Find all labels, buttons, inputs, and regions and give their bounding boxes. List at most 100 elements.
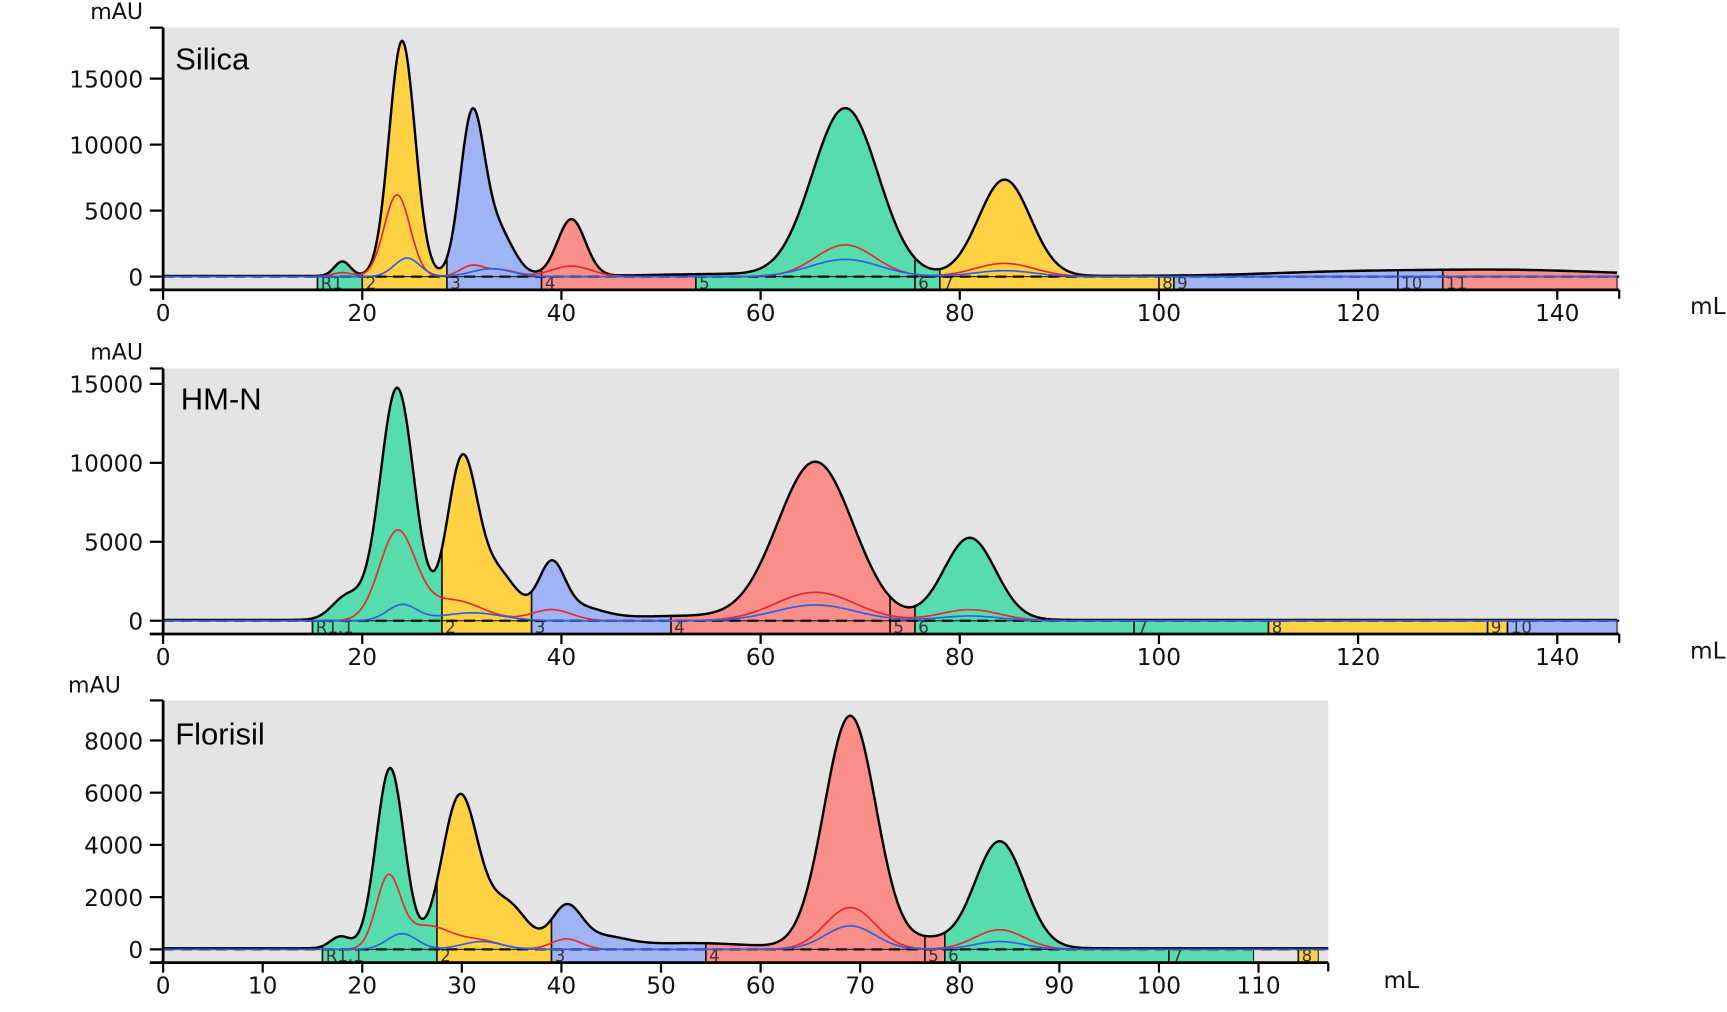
- fraction-label: 5: [893, 618, 904, 637]
- x-tick-label: 0: [156, 973, 171, 1000]
- fraction-bar: [531, 620, 672, 635]
- x-axis-label: mL: [1690, 637, 1726, 664]
- x-tick-label: 80: [945, 300, 975, 327]
- fraction-label: 2: [440, 947, 451, 966]
- fraction-bar: [1442, 276, 1618, 291]
- y-axis-label: mAU: [68, 673, 121, 699]
- x-tick-label: 40: [547, 300, 577, 327]
- fraction-label: 2: [366, 274, 377, 293]
- y-axis-label: mAU: [90, 340, 143, 366]
- fraction-bar: [944, 948, 1170, 964]
- fraction-bar: [550, 948, 707, 964]
- y-tick-label: 10000: [69, 451, 143, 478]
- fraction-bar: [446, 276, 543, 291]
- fraction-area: [322, 768, 437, 950]
- x-tick-label: 20: [347, 300, 377, 327]
- fraction-label: 4: [709, 947, 720, 966]
- x-tick-label: 100: [1137, 300, 1181, 327]
- fraction-area: [531, 560, 671, 621]
- fraction-area: [436, 793, 552, 950]
- y-tick-label: 15000: [69, 66, 143, 93]
- fraction-bar: [695, 276, 916, 291]
- fraction-bar: [1267, 620, 1489, 635]
- trace-main-absorbance: [163, 714, 1329, 950]
- x-tick-label: 140: [1535, 300, 1579, 327]
- panel-title: Florisil: [175, 717, 264, 752]
- fraction-bar: [670, 620, 891, 635]
- y-tick-label: 5000: [84, 198, 143, 225]
- fraction-label: 11: [1446, 274, 1467, 293]
- fraction-area: [551, 903, 706, 950]
- trace-blue-absorbance: [163, 257, 1618, 278]
- x-axis-label: mL: [1384, 967, 1420, 994]
- y-tick-label: 2000: [84, 885, 143, 912]
- fraction-area: [914, 258, 940, 277]
- y-tick-label: 4000: [84, 833, 143, 860]
- fraction-bar: [914, 620, 1135, 635]
- fraction-label: 5: [928, 947, 939, 966]
- fraction-area: [541, 219, 696, 277]
- fraction-label: R1.1: [316, 618, 354, 637]
- x-tick-label: 120: [1336, 644, 1380, 671]
- y-tick-label: 5000: [84, 530, 143, 557]
- fraction-label: 10: [1401, 274, 1422, 293]
- x-axis-label: mL: [1690, 293, 1726, 320]
- fraction-label: 3: [450, 274, 461, 293]
- fraction-area: [944, 841, 1169, 950]
- y-tick-label: 0: [128, 937, 143, 964]
- x-tick-label: 40: [547, 973, 577, 1000]
- fraction-label: R1: [321, 274, 343, 293]
- x-tick-label: 140: [1535, 644, 1579, 671]
- fraction-label: 9: [1177, 274, 1188, 293]
- x-tick-label: 20: [347, 973, 377, 1000]
- fraction-area: [1397, 269, 1443, 277]
- fraction-bar: [540, 276, 697, 291]
- x-tick-label: 100: [1137, 973, 1181, 1000]
- fraction-bar: [436, 948, 553, 964]
- fraction-area: [939, 179, 1159, 277]
- fraction-label: 6: [948, 947, 959, 966]
- fraction-label: 6: [918, 618, 929, 637]
- fraction-label: 3: [535, 618, 546, 637]
- fraction-label: 9: [1491, 618, 1502, 637]
- fraction-bar: [705, 948, 926, 964]
- fraction-label: 4: [674, 618, 685, 637]
- fraction-area: [670, 461, 891, 621]
- fraction-label: 3: [555, 947, 566, 966]
- y-tick-label: 10000: [69, 132, 143, 159]
- x-tick-label: 40: [547, 644, 577, 671]
- fraction-bar: [1173, 276, 1399, 291]
- x-tick-label: 60: [746, 300, 776, 327]
- fraction-label: 8: [1162, 274, 1173, 293]
- fraction-bar: [1133, 620, 1270, 635]
- fraction-label: 5: [699, 274, 710, 293]
- fraction-label: 6: [918, 274, 929, 293]
- fraction-area: [441, 454, 532, 621]
- fraction-label: R1.1: [326, 947, 364, 966]
- x-tick-label: 70: [845, 973, 875, 1000]
- y-tick-label: 0: [128, 609, 143, 636]
- x-tick-label: 20: [347, 644, 377, 671]
- y-tick-label: 0: [128, 264, 143, 291]
- x-tick-label: 10: [248, 973, 278, 1000]
- x-tick-label: 90: [1045, 973, 1075, 1000]
- y-tick-label: 8000: [84, 728, 143, 755]
- x-tick-label: 0: [156, 644, 171, 671]
- fraction-label: 8: [1272, 618, 1283, 637]
- y-tick-label: 15000: [69, 372, 143, 399]
- x-tick-label: 50: [646, 973, 676, 1000]
- fraction-label: 4: [545, 274, 556, 293]
- plot-background: [163, 700, 1329, 963]
- panel-title: HM-N: [181, 381, 262, 416]
- y-axis-label: mAU: [90, 0, 143, 25]
- fraction-label: 7: [1172, 947, 1183, 966]
- panel-title: Silica: [175, 42, 250, 77]
- fraction-bar: [939, 276, 1160, 291]
- trace-main-absorbance: [163, 39, 1618, 278]
- fraction-area: [362, 40, 447, 277]
- x-tick-label: 0: [156, 300, 171, 327]
- fraction-label: 2: [445, 618, 456, 637]
